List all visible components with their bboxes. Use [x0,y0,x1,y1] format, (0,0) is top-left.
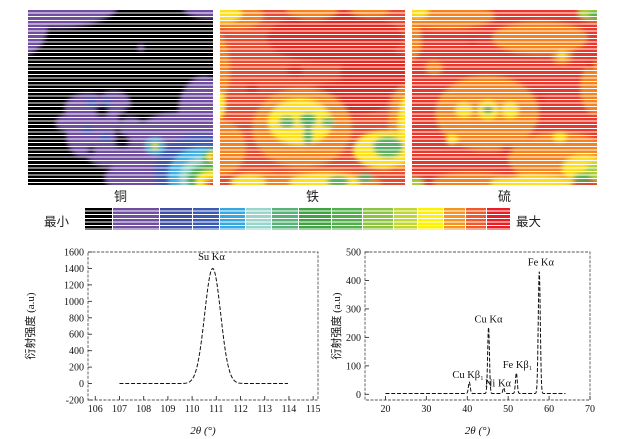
svg-text:110: 110 [185,404,200,415]
svg-text:Fe Kα: Fe Kα [528,258,555,269]
svg-text:114: 114 [282,404,297,415]
svg-text:2θ (°): 2θ (°) [190,425,216,437]
svg-text:106: 106 [88,404,103,415]
svg-text:30: 30 [421,404,431,415]
wds-multi-peak-chart: 20 30 40 50 60 70 0 100 200 300 400 500 Cu Kβ₁ Cu Kα N… [320,243,610,439]
svg-text:衍射强度 (a.u): 衍射强度 (a.u) [23,292,37,360]
svg-text:50: 50 [503,404,513,415]
colorbar-segment [394,208,419,230]
colorbar-segment [159,208,193,230]
svg-text:200: 200 [346,333,361,344]
svg-text:Ni Kα: Ni Kα [485,378,512,389]
svg-text:100: 100 [346,361,361,372]
colorbar-segment [418,208,445,230]
iron-map-svg [220,10,405,185]
colorbar-segment [271,208,300,230]
sulfur-map-svg [412,10,597,185]
svg-text:111: 111 [209,404,223,415]
sulfur-map-caption: 硫 [497,189,511,204]
svg-text:112: 112 [233,404,248,415]
colorbar-segment [220,208,246,230]
colorbar-segment [112,208,160,230]
svg-text:109: 109 [160,404,175,415]
colorbar-segment [245,208,272,230]
svg-text:1400: 1400 [64,264,84,275]
colorbar-min-label: 最小 [44,215,70,229]
element-map-copper: 铜 [28,10,213,205]
element-map-iron: 铁 [220,10,405,205]
colorbar-segment [85,208,113,230]
colorbar-segment [444,208,467,230]
copper-map-caption: 铜 [113,189,127,204]
iron-map-caption: 铁 [305,189,319,204]
svg-text:0: 0 [356,390,361,401]
svg-text:Fe Kβ₁: Fe Kβ₁ [503,360,533,371]
svg-text:60: 60 [544,404,554,415]
svg-text:1200: 1200 [64,280,84,291]
colorbar-row: 最小 最大 [0,208,617,232]
svg-text:108: 108 [136,404,151,415]
svg-text:40: 40 [462,404,472,415]
svg-text:2θ (°): 2θ (°) [465,425,491,437]
svg-text:1600: 1600 [64,248,84,259]
sulfur-map-image [412,10,597,185]
svg-text:0: 0 [79,379,84,390]
svg-text:300: 300 [346,304,361,315]
iron-map-image [220,10,405,185]
svg-text:500: 500 [346,248,361,259]
element-map-sulfur: 硫 [412,10,597,205]
svg-text:113: 113 [257,404,272,415]
colorbar-segment [486,208,510,230]
svg-text:115: 115 [306,404,320,415]
colorbar-segment [363,208,395,230]
svg-text:70: 70 [585,404,595,415]
svg-text:200: 200 [69,363,84,374]
svg-text:107: 107 [112,404,127,415]
svg-text:Cu Kα: Cu Kα [475,315,503,326]
wds-single-peak-chart: 106 107 108 109 110 111 112 113 114 115 -200 0 200 40… [20,243,320,439]
colorbar [85,208,510,230]
svg-text:Cu Kβ₁: Cu Kβ₁ [452,370,483,381]
svg-text:400: 400 [346,276,361,287]
svg-text:800: 800 [69,313,84,324]
colorbar-segment [299,208,333,230]
svg-text:-200: -200 [66,396,84,407]
colorbar-segment [466,208,487,230]
copper-map-image [28,10,213,185]
colorbar-segment [332,208,364,230]
svg-text:20: 20 [380,404,390,415]
colorbar-segment [192,208,221,230]
svg-text:Su Kα: Su Kα [198,252,225,263]
copper-map-svg [28,10,213,185]
svg-text:衍射强度 (a.u): 衍射强度 (a.u) [329,292,343,360]
svg-text:600: 600 [69,330,84,341]
colorbar-segments [85,208,510,230]
colorbar-max-label: 最大 [516,215,542,229]
svg-text:400: 400 [69,346,84,357]
svg-text:1000: 1000 [64,297,84,308]
